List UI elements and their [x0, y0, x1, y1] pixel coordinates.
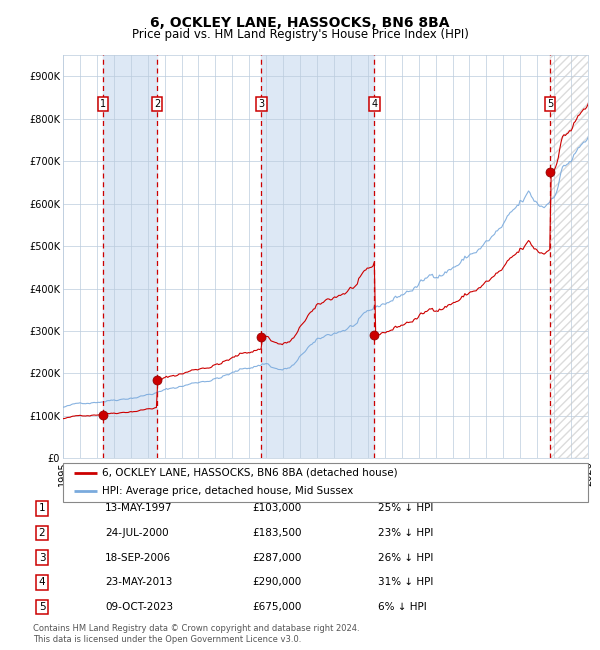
Text: 5: 5: [547, 99, 553, 109]
Bar: [550, 55, 596, 458]
Text: Price paid vs. HM Land Registry's House Price Index (HPI): Price paid vs. HM Land Registry's House …: [131, 28, 469, 41]
Text: 3: 3: [259, 99, 265, 109]
Bar: [550, 55, 596, 458]
Text: Contains HM Land Registry data © Crown copyright and database right 2024.
This d: Contains HM Land Registry data © Crown c…: [33, 624, 359, 644]
Text: HPI: Average price, detached house, Mid Sussex: HPI: Average price, detached house, Mid …: [103, 486, 353, 496]
Text: 2: 2: [38, 528, 46, 538]
Text: 4: 4: [371, 99, 377, 109]
Text: 3: 3: [38, 552, 46, 563]
Text: 23% ↓ HPI: 23% ↓ HPI: [378, 528, 433, 538]
Text: £675,000: £675,000: [252, 602, 301, 612]
Text: £103,000: £103,000: [252, 503, 301, 514]
Text: 24-JUL-2000: 24-JUL-2000: [105, 528, 169, 538]
Text: 5: 5: [38, 602, 46, 612]
Text: 1: 1: [38, 503, 46, 514]
FancyBboxPatch shape: [63, 463, 588, 502]
Text: 6, OCKLEY LANE, HASSOCKS, BN6 8BA (detached house): 6, OCKLEY LANE, HASSOCKS, BN6 8BA (detac…: [103, 467, 398, 478]
Text: 6, OCKLEY LANE, HASSOCKS, BN6 8BA: 6, OCKLEY LANE, HASSOCKS, BN6 8BA: [150, 16, 450, 31]
Bar: [103, 55, 157, 458]
Text: 4: 4: [38, 577, 46, 588]
Text: 26% ↓ HPI: 26% ↓ HPI: [378, 552, 433, 563]
Bar: [262, 55, 374, 458]
Text: 13-MAY-1997: 13-MAY-1997: [105, 503, 173, 514]
Text: £290,000: £290,000: [252, 577, 301, 588]
Text: 1: 1: [100, 99, 106, 109]
Text: £287,000: £287,000: [252, 552, 301, 563]
Text: 31% ↓ HPI: 31% ↓ HPI: [378, 577, 433, 588]
Text: £183,500: £183,500: [252, 528, 302, 538]
Text: 6% ↓ HPI: 6% ↓ HPI: [378, 602, 427, 612]
Text: 2: 2: [154, 99, 160, 109]
Text: 25% ↓ HPI: 25% ↓ HPI: [378, 503, 433, 514]
Text: 23-MAY-2013: 23-MAY-2013: [105, 577, 172, 588]
Text: 09-OCT-2023: 09-OCT-2023: [105, 602, 173, 612]
Text: 18-SEP-2006: 18-SEP-2006: [105, 552, 171, 563]
